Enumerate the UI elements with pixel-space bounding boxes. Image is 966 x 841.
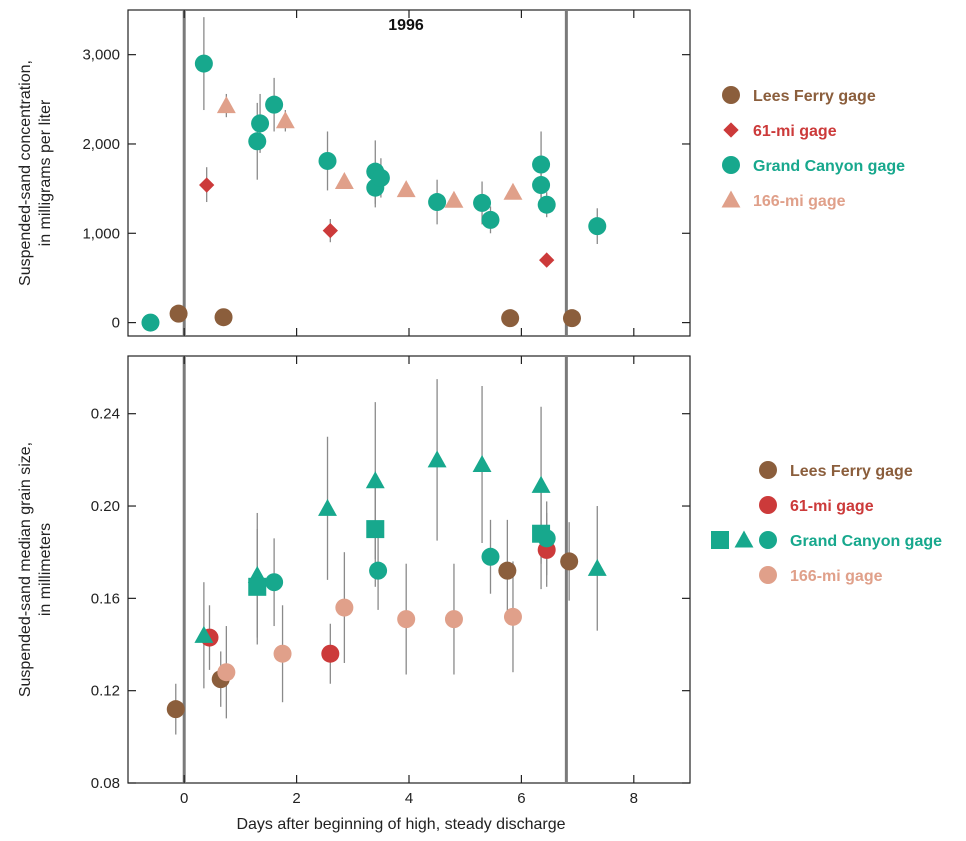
y-axis-title: Suspended-sand concentration, in milligra…: [17, 60, 54, 286]
y-tick-label: 0.12: [91, 683, 120, 700]
y-tick-label: 3,000: [82, 47, 120, 64]
data-point: [481, 210, 500, 229]
x-tick-label: 2: [292, 790, 300, 807]
data-point: [501, 309, 520, 328]
data-point: [194, 625, 214, 643]
data-point: [427, 450, 447, 468]
data-point: [532, 176, 551, 195]
legend-label: Grand Canyon gage: [790, 533, 942, 550]
data-point: [214, 308, 233, 327]
legend-marker: [759, 531, 777, 549]
y-tick-label: 0.08: [91, 775, 120, 792]
legend-marker: [723, 122, 739, 138]
y-axis-title-line: in milligrams per liter: [37, 99, 54, 246]
data-point: [588, 217, 607, 236]
data-point: [503, 182, 523, 200]
data-point: [335, 598, 354, 617]
grain-size-legend: Lees Ferry gage 61-mi gage Grand Canyon ga…: [711, 461, 942, 585]
legend-marker: [721, 190, 741, 208]
data-point: [166, 700, 185, 719]
data-point: [248, 132, 267, 151]
y-axis-title-line: in millimeters: [37, 523, 54, 616]
legend-label: 166-mi gage: [790, 568, 883, 585]
data-point: [321, 644, 340, 663]
legend-label: Lees Ferry gage: [753, 88, 876, 105]
data-point: [141, 313, 160, 332]
legend-label: 166-mi gage: [753, 193, 846, 210]
y-tick-label: 1,000: [82, 225, 120, 242]
legend-marker: [711, 531, 729, 549]
data-point: [587, 558, 607, 576]
legend-label: Grand Canyon gage: [753, 158, 905, 175]
data-point: [396, 180, 416, 198]
data-point: [560, 552, 579, 571]
data-point: [275, 111, 295, 129]
data-point: [334, 172, 354, 190]
data-point: [365, 471, 385, 489]
data-point: [199, 177, 215, 193]
data-point: [428, 193, 447, 212]
chart-title: 1996: [388, 17, 424, 34]
plot-frame: [127, 355, 691, 784]
data-point: [532, 155, 551, 174]
data-point: [322, 222, 338, 239]
grain-size-panel: 0.08 0.12 0.16 0.20 0.24 0 2 4 6 8 Days after begi…: [17, 355, 691, 833]
data-point: [371, 168, 390, 187]
data-point: [539, 252, 555, 268]
legend-label: Lees Ferry gage: [790, 463, 913, 480]
data-point: [472, 455, 492, 473]
data-point: [265, 573, 284, 592]
data-point: [503, 607, 522, 626]
data-point: [531, 475, 551, 493]
data-point: [366, 520, 385, 539]
x-tick-label: 6: [517, 790, 525, 807]
y-axis-title-line: Suspended-sand concentration,: [17, 60, 34, 286]
data-point: [537, 529, 556, 548]
y-axis-title-line: Suspended-sand median grain size,: [17, 442, 34, 697]
x-tick-label: 8: [630, 790, 638, 807]
data-point: [217, 663, 236, 682]
y-tick-label: 0.16: [91, 590, 120, 607]
data-point: [216, 96, 236, 114]
data-point: [194, 54, 213, 73]
data-point: [473, 193, 492, 212]
y-tick-label: 0.24: [91, 406, 120, 423]
legend-marker: [759, 496, 777, 514]
x-tick-label: 0: [180, 790, 188, 807]
data-point: [369, 561, 388, 580]
legend-marker: [722, 156, 740, 174]
data-point: [444, 190, 464, 208]
data-point: [498, 561, 517, 580]
concentration-panel: 0 1,000 2,000 3,000 1996 Suspended-sand conce…: [17, 9, 691, 337]
data-point: [251, 114, 270, 133]
legend-marker: [722, 86, 740, 104]
data-point: [265, 95, 284, 114]
y-tick-label: 0: [112, 315, 120, 332]
x-axis-title: Days after beginning of high, steady dis…: [236, 816, 565, 833]
data-point: [248, 577, 267, 596]
data-point: [169, 304, 188, 323]
y-tick-label: 2,000: [82, 136, 120, 153]
data-point: [318, 151, 337, 170]
concentration-legend: Lees Ferry gage 61-mi gage Grand Canyon ga…: [721, 86, 905, 210]
legend-marker: [734, 530, 754, 548]
data-point: [273, 644, 292, 663]
data-point: [444, 610, 463, 629]
data-point: [481, 547, 500, 566]
data-point: [562, 309, 581, 328]
legend-label: 61-mi gage: [753, 123, 837, 140]
legend-label: 61-mi gage: [790, 498, 874, 515]
y-axis-title: Suspended-sand median grain size, in mill…: [17, 442, 54, 697]
legend-marker: [759, 461, 777, 479]
plot-frame: [127, 9, 691, 337]
y-tick-label: 0.20: [91, 498, 120, 515]
data-point: [397, 610, 416, 629]
x-tick-label: 4: [405, 790, 413, 807]
data-point: [318, 498, 337, 516]
data-point: [537, 195, 556, 214]
legend-marker: [759, 566, 777, 584]
